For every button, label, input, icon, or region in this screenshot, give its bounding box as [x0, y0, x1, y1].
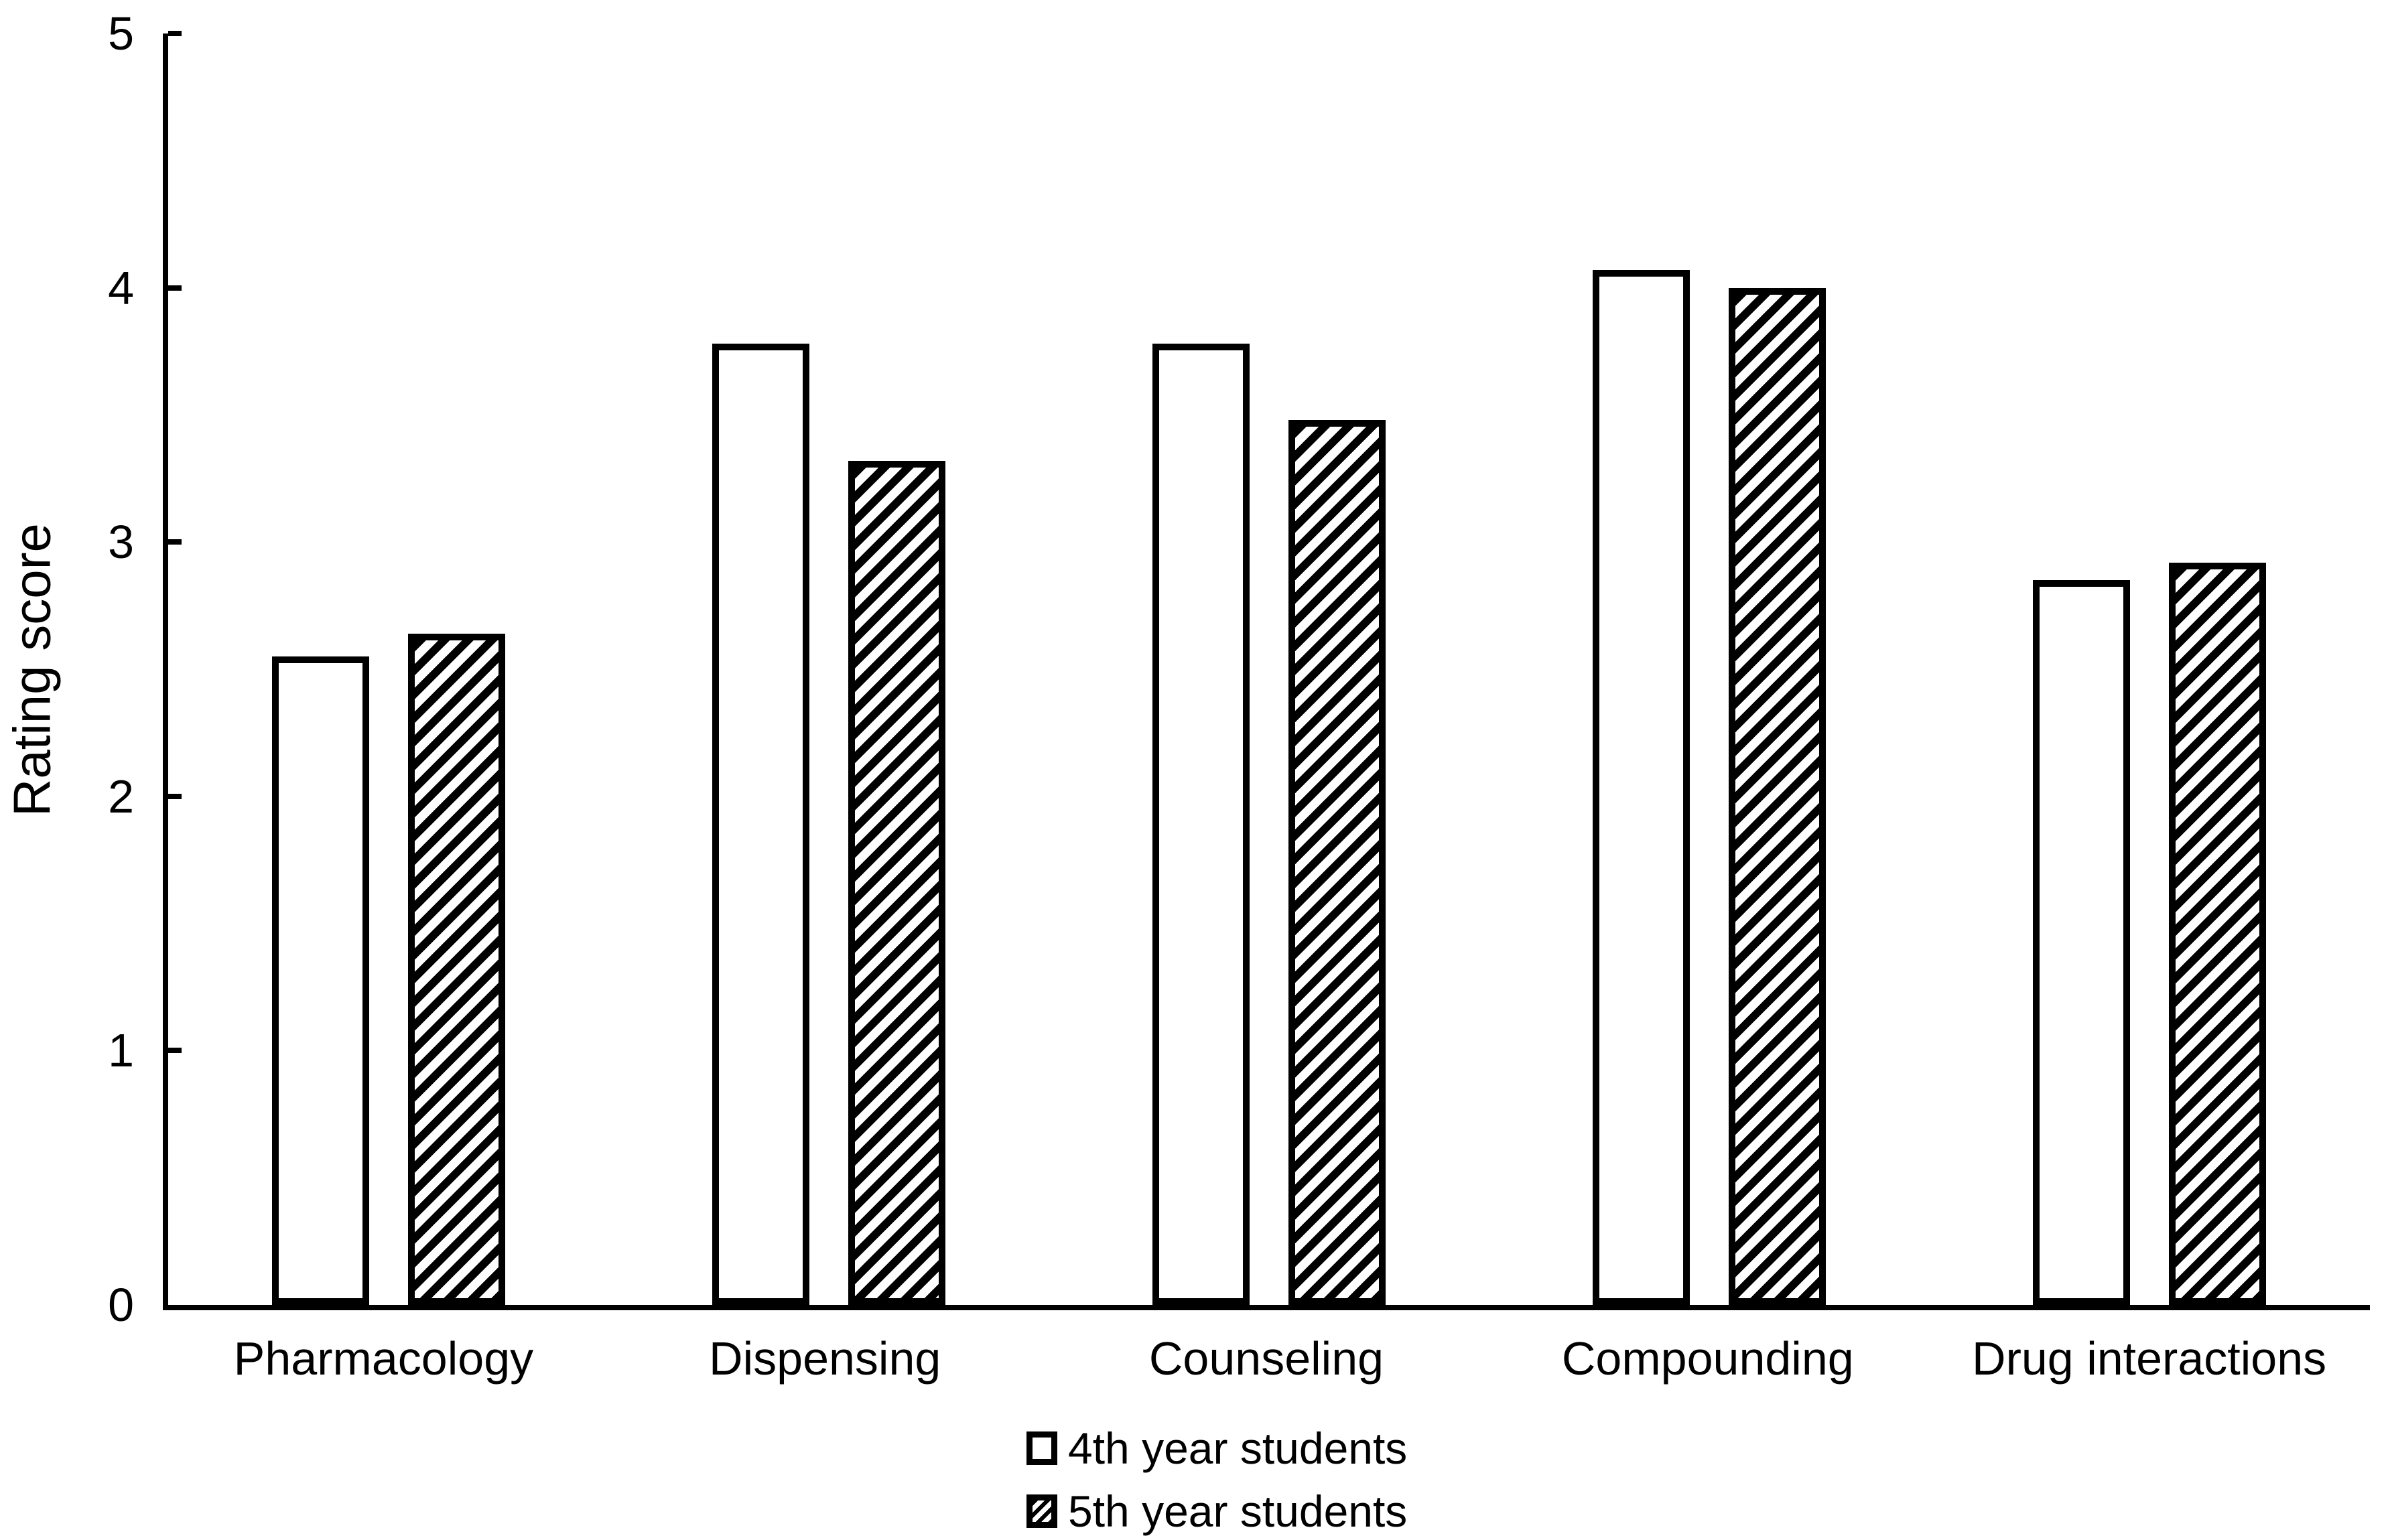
- bar-5th-year-students-compounding: [1729, 287, 1826, 1305]
- x-category-label-dispensing: Dispensing: [709, 1332, 941, 1385]
- bar-4th-year-students-dispensing: [712, 344, 809, 1305]
- bar-4th-year-students-pharmacology: [271, 656, 369, 1305]
- bar-4th-year-students-compounding: [1593, 270, 1690, 1305]
- plot-area: [163, 31, 2370, 1310]
- x-category-label-counseling: Counseling: [1148, 1332, 1384, 1385]
- x-category-label-drug-interactions: Drug interactions: [1972, 1332, 2327, 1385]
- bar-group-counseling: [1049, 33, 1489, 1305]
- legend-label: 4th year students: [1068, 1423, 1408, 1473]
- y-tick-mark-2: [168, 793, 182, 799]
- legend: 4th year students 5th year students: [1026, 1421, 1407, 1538]
- y-tick-label-0: 0: [108, 1279, 134, 1331]
- bar-group-pharmacology: [168, 33, 608, 1305]
- legend-row-5th-year-students: 5th year students: [1026, 1484, 1407, 1538]
- legend-swatch-icon-hatched: [1026, 1494, 1057, 1528]
- bar-5th-year-students-counseling: [1288, 420, 1386, 1305]
- bar-group-dispensing: [608, 33, 1049, 1305]
- x-category-label-pharmacology: Pharmacology: [233, 1332, 534, 1385]
- x-axis-category-labels: Pharmacology Dispensing Counseling Compound…: [163, 1328, 2370, 1389]
- bar-groups: [168, 33, 2370, 1305]
- y-tick-mark-5: [168, 31, 182, 36]
- bar-5th-year-students-dispensing: [848, 460, 945, 1305]
- y-tick-mark-4: [168, 285, 182, 291]
- x-category-label-compounding: Compounding: [1561, 1332, 1854, 1385]
- y-tick-label-5: 5: [108, 7, 134, 60]
- bar-5th-year-students-pharmacology: [407, 633, 505, 1305]
- bar-4th-year-students-drug-interactions: [2033, 580, 2131, 1305]
- y-tick-mark-3: [168, 539, 182, 545]
- y-tick-label-3: 3: [108, 516, 134, 569]
- bar-group-drug-interactions: [1930, 33, 2370, 1305]
- y-tick-label-4: 4: [108, 261, 134, 314]
- bar-4th-year-students-counseling: [1152, 344, 1250, 1305]
- legend-swatch-icon-white: [1026, 1431, 1057, 1465]
- legend-row-4th-year-students: 4th year students: [1026, 1421, 1407, 1475]
- y-tick-label-2: 2: [108, 770, 134, 823]
- bar-5th-year-students-drug-interactions: [2169, 562, 2267, 1305]
- bar-group-compounding: [1489, 33, 1930, 1305]
- y-tick-mark-1: [168, 1048, 182, 1054]
- y-tick-label-1: 1: [108, 1024, 134, 1077]
- legend-label: 5th year students: [1068, 1486, 1408, 1536]
